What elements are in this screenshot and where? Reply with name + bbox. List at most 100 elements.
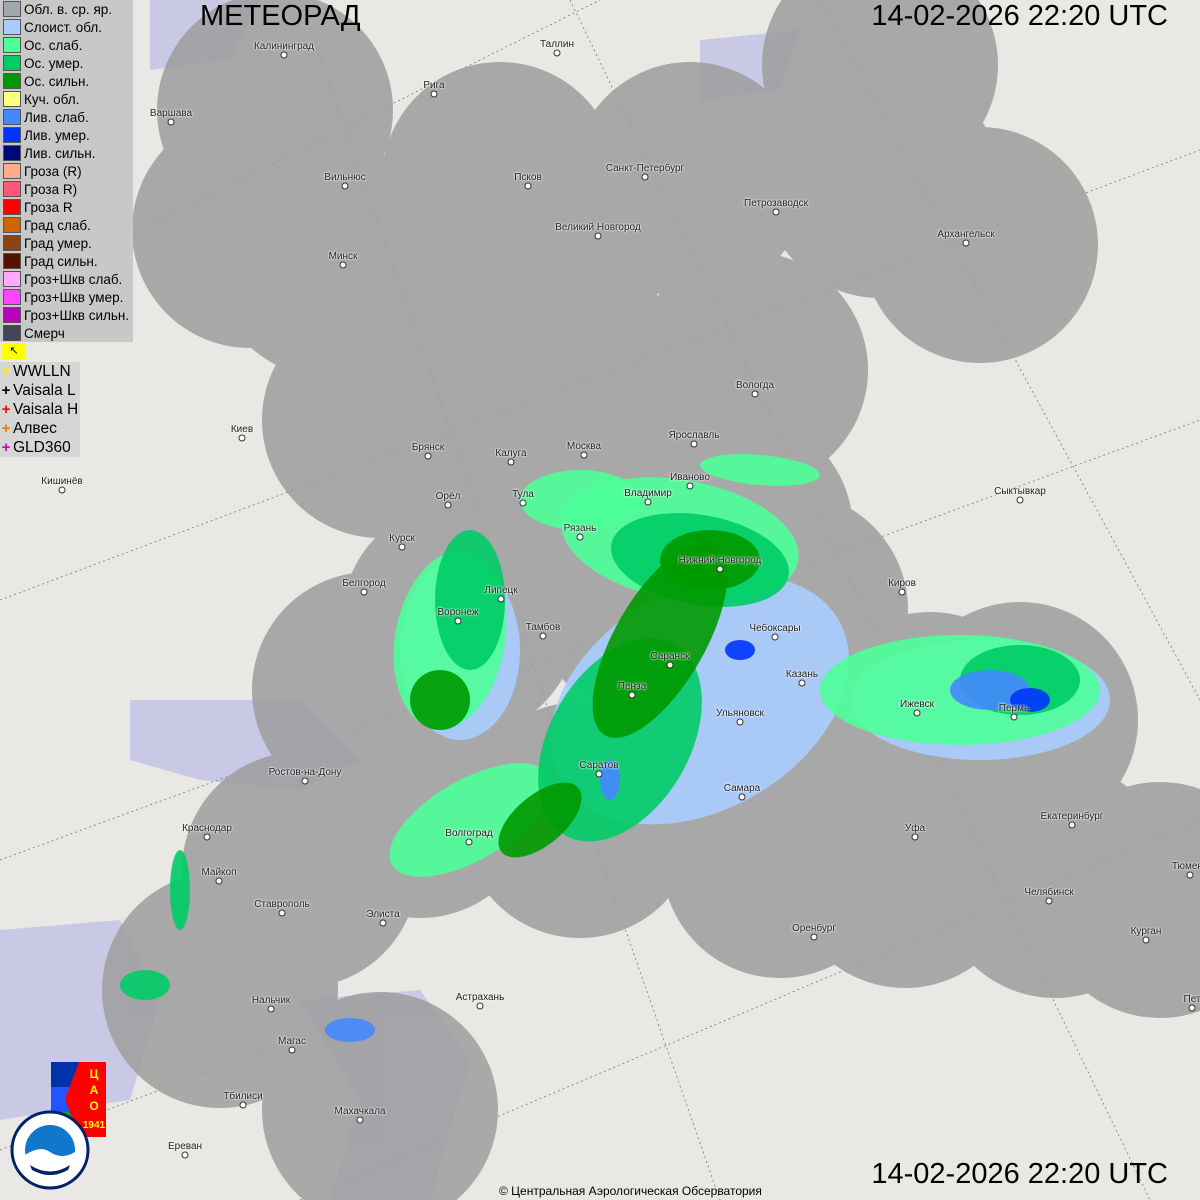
city-label: Ярославль [668, 430, 720, 441]
precipitation-echo [660, 530, 760, 590]
precipitation-echo [1010, 688, 1050, 712]
legend: Обл. в. ср. яр. Слоист. обл. Ос. слаб. Ос. … [0, 0, 133, 342]
timestamp-bottom: 14-02-2026 22:20 UTC [871, 1158, 1168, 1190]
city-label: Саратов [579, 760, 619, 771]
city-label: Минск [328, 251, 358, 262]
lightning-label: Vaisala H [13, 400, 79, 418]
city-label: Калуга [495, 448, 527, 459]
city-label: Краснодар [182, 823, 232, 834]
legend-swatch [3, 235, 21, 251]
legend-swatch [3, 307, 21, 323]
city-marker [962, 239, 970, 247]
legend-label: Ос. сильн. [24, 73, 90, 89]
lightning-source[interactable]: + Vaisala H [0, 400, 80, 419]
city-label: Оренбург [791, 923, 837, 934]
city-marker [1188, 1004, 1196, 1012]
city-label: Волгоград [445, 828, 493, 839]
city-marker [497, 595, 505, 603]
lightning-label: Vaisala L [13, 381, 76, 399]
city-label: Майкоп [201, 867, 237, 878]
city-marker [280, 51, 288, 59]
city-label: Ереван [167, 1141, 203, 1152]
svg-text:А: А [90, 1083, 99, 1097]
city-marker [798, 679, 806, 687]
precipitation-echo [700, 454, 820, 486]
legend-item: Гроз+Шкв слаб. [0, 270, 133, 288]
flag-icon[interactable]: ↖ [2, 343, 26, 359]
city-label: Москва [566, 441, 602, 452]
city-marker [539, 632, 547, 640]
legend-swatch [3, 73, 21, 89]
legend-swatch [3, 37, 21, 53]
legend-item: Лив. сильн. [0, 144, 133, 162]
city-label: Псков [514, 172, 542, 183]
legend-item: Куч. обл. [0, 90, 133, 108]
city-label: Чебоксары [749, 623, 801, 634]
city-label: Орёл [435, 491, 461, 502]
city-marker [913, 709, 921, 717]
city-marker [58, 486, 66, 494]
precipitation-echo [120, 970, 170, 1000]
city-marker [898, 588, 906, 596]
lightning-source[interactable]: + Алвес [0, 419, 80, 438]
legend-item: Обл. в. ср. яр. [0, 0, 133, 18]
legend-item: Гроза R [0, 198, 133, 216]
city-marker [772, 208, 780, 216]
city-label: Рига [423, 80, 445, 91]
legend-item: Град слаб. [0, 216, 133, 234]
legend-label: Гроз+Шкв умер. [24, 289, 124, 305]
legend-label: Гроз+Шкв сильн. [24, 307, 130, 323]
legend-swatch [3, 253, 21, 269]
city-marker [238, 434, 246, 442]
legend-swatch [3, 91, 21, 107]
city-label: Великий Новгород [555, 222, 641, 233]
legend-item: Гроза R) [0, 180, 133, 198]
city-label: Кишинёв [41, 476, 83, 487]
city-marker [278, 909, 286, 917]
city-label: Самара [723, 783, 761, 794]
city-marker [1016, 496, 1024, 504]
lightning-source[interactable]: + Vaisala L [0, 381, 80, 400]
city-label: Вильнюс [324, 172, 366, 183]
city-marker [267, 1005, 275, 1013]
city-marker [716, 565, 724, 573]
legend-swatch [3, 163, 21, 179]
lightning-legend: + WWLLN + Vaisala L + Vaisala H + Алвес + GLD360 [0, 362, 80, 457]
city-label: Челябинск [1024, 887, 1074, 898]
city-marker [339, 261, 347, 269]
city-marker [595, 770, 603, 778]
city-marker [519, 499, 527, 507]
city-label: Киев [230, 424, 254, 435]
legend-item: Слоист. обл. [0, 18, 133, 36]
precipitation-echo [520, 470, 640, 530]
legend-item: Гроза (R) [0, 162, 133, 180]
city-marker [444, 501, 452, 509]
city-label: Уфа [904, 823, 926, 834]
lightning-source[interactable]: + GLD360 [0, 438, 80, 457]
city-label: Ставрополь [254, 899, 310, 910]
city-label: Петрозаводск [744, 198, 808, 209]
city-label: Пет [1183, 994, 1200, 1005]
city-marker [1142, 936, 1150, 944]
city-label: Тамбов [525, 622, 561, 633]
city-marker [736, 718, 744, 726]
lightning-source[interactable]: + WWLLN [0, 362, 80, 381]
city-label: Калининград [253, 41, 315, 52]
legend-label: Гроза R) [24, 181, 78, 197]
city-label: Владимир [624, 488, 672, 499]
legend-swatch [3, 217, 21, 233]
city-marker [430, 90, 438, 98]
city-label: Ульяновск [716, 708, 764, 719]
city-marker [553, 49, 561, 57]
city-marker [666, 661, 674, 669]
city-marker [379, 919, 387, 927]
legend-label: Слоист. обл. [24, 19, 103, 35]
legend-item: Ос. умер. [0, 54, 133, 72]
lightning-cross-icon: + [1, 363, 11, 380]
city-label: Элиста [366, 909, 400, 920]
city-marker [594, 232, 602, 240]
city-label: Пермь [998, 703, 1030, 714]
svg-text:О: О [89, 1099, 98, 1113]
precipitation-echo [410, 670, 470, 730]
svg-text:Ц: Ц [90, 1067, 99, 1081]
